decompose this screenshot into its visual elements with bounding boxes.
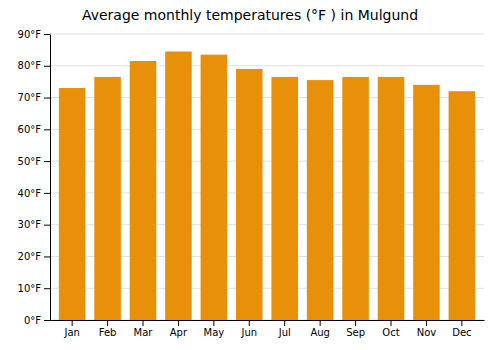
- y-tick: 30°F: [18, 219, 50, 230]
- y-tick-label: 90°F: [18, 29, 42, 40]
- y-tick: 80°F: [18, 60, 50, 71]
- x-tick-label: Mar: [134, 327, 154, 338]
- y-tick-label: 0°F: [24, 315, 41, 326]
- x-tick: Apr: [170, 320, 188, 338]
- x-tick-label: Aug: [310, 327, 330, 338]
- y-tick-label: 30°F: [18, 219, 42, 230]
- y-tick-mark: [44, 66, 50, 67]
- x-tick-label: Sep: [346, 327, 365, 338]
- y-tick-label: 70°F: [18, 92, 42, 103]
- x-tick: May: [204, 320, 225, 338]
- x-tick: Mar: [134, 320, 154, 338]
- y-tick: 90°F: [18, 29, 50, 40]
- bar: [342, 77, 369, 320]
- x-tick-mark: [284, 320, 285, 326]
- y-tick: 10°F: [18, 283, 50, 294]
- bar: [378, 77, 405, 320]
- y-tick-label: 40°F: [18, 188, 42, 199]
- bars: [59, 51, 475, 320]
- y-tick-label: 50°F: [18, 156, 42, 167]
- x-tick-label: Nov: [417, 327, 437, 338]
- bar: [94, 77, 121, 320]
- x-tick-mark: [391, 320, 392, 326]
- x-tick-label: Apr: [170, 327, 188, 338]
- y-tick-label: 10°F: [18, 283, 42, 294]
- x-tick-mark: [178, 320, 179, 326]
- x-tick-mark: [213, 320, 214, 326]
- x-tick-label: Jul: [278, 327, 291, 338]
- bar: [236, 69, 263, 320]
- x-tick-label: Oct: [382, 327, 399, 338]
- x-tick: Jun: [240, 320, 257, 338]
- y-tick-label: 20°F: [18, 251, 42, 262]
- x-tick-mark: [143, 320, 144, 326]
- y-tick: 20°F: [18, 251, 50, 262]
- y-axis: 0°F 10°F 20°F 30°F 40°F 50°F 60°F 70°F 80°F 90°F: [18, 29, 51, 326]
- y-tick-mark: [44, 193, 50, 194]
- y-tick-mark: [44, 256, 50, 257]
- bar: [165, 51, 192, 320]
- bar: [271, 77, 298, 320]
- plot: Jan Feb Mar Apr May Jun Jul Aug Sep Oct Nov Dec 0°F 1…: [18, 29, 485, 338]
- bar: [307, 80, 334, 320]
- bar: [130, 61, 157, 320]
- bar: [449, 91, 476, 320]
- bar: [201, 55, 228, 320]
- grid-line: [50, 34, 484, 35]
- x-tick-label: Feb: [99, 327, 117, 338]
- x-tick: Oct: [382, 320, 399, 338]
- x-tick-mark: [355, 320, 356, 326]
- chart: Average monthly temperatures (°F ) in Mu…: [0, 0, 500, 350]
- x-tick: Nov: [417, 320, 437, 338]
- y-tick-mark: [44, 129, 50, 130]
- x-tick: Sep: [346, 320, 365, 338]
- grid: [50, 34, 484, 320]
- y-tick-mark: [44, 98, 50, 99]
- bar: [413, 85, 440, 320]
- y-tick-label: 80°F: [18, 60, 42, 71]
- x-tick-label: May: [204, 327, 225, 338]
- x-tick-mark: [426, 320, 427, 326]
- x-tick-mark: [107, 320, 108, 326]
- x-tick: Aug: [310, 320, 330, 338]
- x-tick-mark: [461, 320, 462, 326]
- y-tick-mark: [44, 320, 50, 321]
- x-tick: Jan: [63, 320, 79, 338]
- x-tick-mark: [320, 320, 321, 326]
- x-axis-line: [51, 320, 485, 321]
- y-axis-line: [50, 35, 51, 321]
- y-tick: 50°F: [18, 156, 50, 167]
- y-tick: 0°F: [24, 315, 50, 326]
- x-tick: Jul: [278, 320, 291, 338]
- y-tick: 60°F: [18, 124, 50, 135]
- x-tick-mark: [249, 320, 250, 326]
- y-tick-mark: [44, 161, 50, 162]
- y-tick-mark: [44, 225, 50, 226]
- y-tick-mark: [44, 288, 50, 289]
- y-tick-mark: [44, 34, 50, 35]
- title: Average monthly temperatures (°F ) in Mu…: [82, 7, 418, 23]
- x-tick-mark: [72, 320, 73, 326]
- x-tick-label: Jan: [63, 327, 79, 338]
- y-tick-label: 60°F: [18, 124, 42, 135]
- bar: [59, 88, 86, 320]
- grid-line: [50, 65, 484, 66]
- x-axis: Jan Feb Mar Apr May Jun Jul Aug Sep Oct Nov Dec: [51, 320, 485, 338]
- x-tick-label: Jun: [240, 327, 257, 338]
- y-tick: 70°F: [18, 92, 50, 103]
- x-tick: Feb: [99, 320, 117, 338]
- x-tick: Dec: [452, 320, 471, 338]
- y-tick: 40°F: [18, 188, 50, 199]
- x-tick-label: Dec: [452, 327, 471, 338]
